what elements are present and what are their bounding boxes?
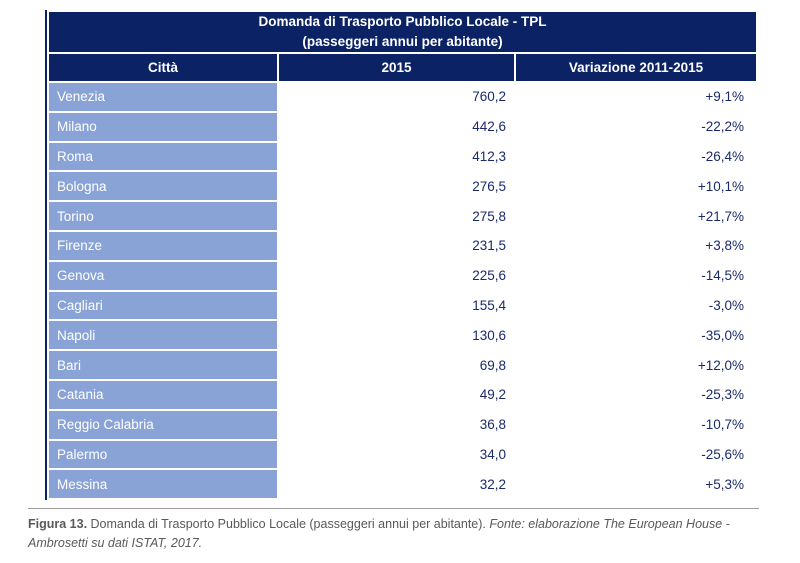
col-header-2015: 2015 xyxy=(279,54,514,81)
city-cell: Torino xyxy=(49,202,277,230)
column-header-row: Città 2015 Variazione 2011-2015 xyxy=(49,54,757,81)
variation-cell: +12,0% xyxy=(516,351,757,379)
city-cell: Bologna xyxy=(49,172,277,201)
city-cell: Cagliari xyxy=(49,291,277,320)
variation-cell: +5,3% xyxy=(516,470,757,499)
value-2015-cell: 32,2 xyxy=(279,470,514,499)
figure-caption-label: Figura 13. xyxy=(28,517,88,531)
table-row: Milano 442,6 -22,2% xyxy=(49,112,757,141)
col-header-citta: Città xyxy=(49,54,277,81)
city-cell: Messina xyxy=(49,470,277,499)
table-row: Catania 49,2 -25,3% xyxy=(49,380,757,409)
value-2015-cell: 442,6 xyxy=(279,112,514,141)
city-cell: Bari xyxy=(49,351,277,379)
table-row: Genova 225,6 -14,5% xyxy=(49,261,757,290)
city-cell: Roma xyxy=(49,142,277,171)
city-cell: Catania xyxy=(49,380,277,409)
value-2015-cell: 276,5 xyxy=(279,172,514,201)
value-2015-cell: 34,0 xyxy=(279,440,514,469)
table-row: Palermo 34,0 -25,6% xyxy=(49,440,757,469)
value-2015-cell: 760,2 xyxy=(279,83,514,111)
variation-cell: -10,7% xyxy=(516,410,757,439)
variation-cell: -3,0% xyxy=(516,291,757,320)
table-row: Roma 412,3 -26,4% xyxy=(49,142,757,171)
value-2015-cell: 69,8 xyxy=(279,351,514,379)
city-cell: Reggio Calabria xyxy=(49,410,277,439)
variation-cell: +9,1% xyxy=(516,83,757,111)
city-cell: Palermo xyxy=(49,440,277,469)
table-row: Firenze 231,5 +3,8% xyxy=(49,231,757,260)
variation-cell: +21,7% xyxy=(516,202,757,230)
tpl-demand-table: Domanda di Trasporto Pubblico Locale - T… xyxy=(45,10,758,501)
table-title: Domanda di Trasporto Pubblico Locale - T… xyxy=(49,12,757,52)
table-row: Messina 32,2 +5,3% xyxy=(49,470,757,499)
table-title-row: Domanda di Trasporto Pubblico Locale - T… xyxy=(49,12,757,52)
table-title-line2: (passeggeri annui per abitante) xyxy=(302,34,503,49)
table-row: Bologna 276,5 +10,1% xyxy=(49,172,757,201)
value-2015-cell: 412,3 xyxy=(279,142,514,171)
value-2015-cell: 36,8 xyxy=(279,410,514,439)
table-title-line1: Domanda di Trasporto Pubblico Locale - T… xyxy=(258,14,547,29)
city-cell: Milano xyxy=(49,112,277,141)
city-cell: Venezia xyxy=(49,83,277,111)
variation-cell: -14,5% xyxy=(516,261,757,290)
table-row: Bari 69,8 +12,0% xyxy=(49,351,757,379)
value-2015-cell: 49,2 xyxy=(279,380,514,409)
table-row: Reggio Calabria 36,8 -10,7% xyxy=(49,410,757,439)
col-header-variazione: Variazione 2011-2015 xyxy=(516,54,757,81)
city-cell: Genova xyxy=(49,261,277,290)
table-row: Napoli 130,6 -35,0% xyxy=(49,321,757,350)
value-2015-cell: 275,8 xyxy=(279,202,514,230)
city-cell: Napoli xyxy=(49,321,277,350)
figure-caption: Figura 13. Domanda di Trasporto Pubblico… xyxy=(28,515,760,553)
value-2015-cell: 130,6 xyxy=(279,321,514,350)
table-row: Venezia 760,2 +9,1% xyxy=(49,83,757,111)
variation-cell: -22,2% xyxy=(516,112,757,141)
variation-cell: -25,6% xyxy=(516,440,757,469)
figure-caption-source: Fonte: elaborazione The European House -… xyxy=(28,517,730,550)
value-2015-cell: 231,5 xyxy=(279,231,514,260)
variation-cell: +3,8% xyxy=(516,231,757,260)
table-row: Cagliari 155,4 -3,0% xyxy=(49,291,757,320)
figure-caption-text: Domanda di Trasporto Pubblico Locale (pa… xyxy=(87,517,490,531)
variation-cell: -35,0% xyxy=(516,321,757,350)
value-2015-cell: 155,4 xyxy=(279,291,514,320)
value-2015-cell: 225,6 xyxy=(279,261,514,290)
variation-cell: -25,3% xyxy=(516,380,757,409)
city-cell: Firenze xyxy=(49,231,277,260)
variation-cell: -26,4% xyxy=(516,142,757,171)
variation-cell: +10,1% xyxy=(516,172,757,201)
table-row: Torino 275,8 +21,7% xyxy=(49,202,757,230)
caption-divider xyxy=(28,508,759,509)
